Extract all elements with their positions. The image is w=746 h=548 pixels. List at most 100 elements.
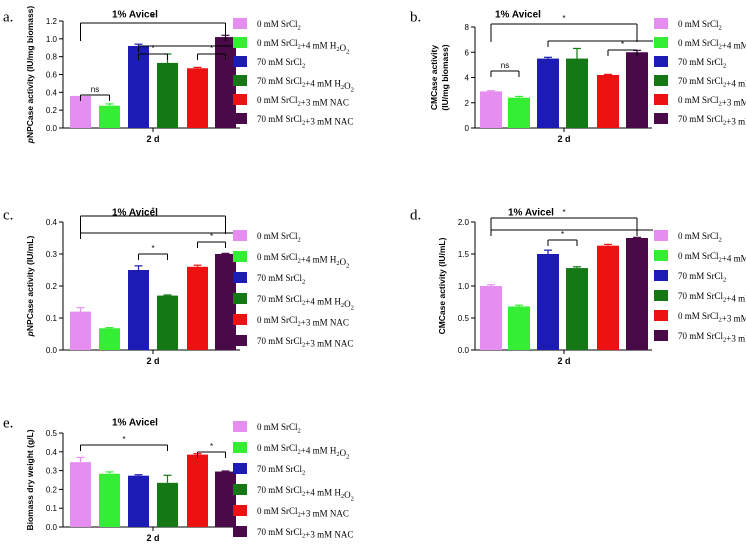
error-bar-5 [193, 66, 202, 69]
legend-swatch-2 [233, 37, 247, 48]
legend-swatch-3 [233, 463, 247, 474]
y-tick-label: 1.0 [46, 35, 58, 44]
error-bar-3 [134, 265, 143, 270]
legend-swatch-1 [654, 230, 668, 241]
legend-label-3: 70 mM SrCl2 [678, 57, 726, 70]
legend-text-part: +4 mM H [305, 79, 341, 89]
bar-5 [187, 454, 208, 527]
legend-label-6: 70 mM SrCl2+3 mM NAC [257, 336, 353, 349]
bar-2 [508, 97, 530, 128]
bar-6 [215, 37, 236, 128]
legend-subscript: 2 [298, 258, 301, 265]
y-tick-label: 0.3 [46, 467, 58, 476]
legend-text-part: 0 mM SrCl [257, 506, 298, 516]
legend-text-part: 70 mM SrCl [257, 57, 303, 67]
error-bar-6 [221, 470, 230, 472]
legend-label-4: 70 mM SrCl2+4 mM H2O2 [257, 485, 354, 503]
error-bar-1 [76, 307, 85, 312]
y-tick-label: 2 [465, 99, 470, 108]
error-bar-1 [76, 456, 85, 463]
legend-label-1: 0 mM SrCl2 [257, 19, 301, 32]
bar-4 [566, 58, 588, 128]
y-axis-label: CMCase activity (IU/mL) [437, 237, 447, 334]
y-tick-label: 0.0 [46, 523, 58, 532]
legend-text-part: 70 mM SrCl [678, 114, 724, 124]
y-axis-label: CMCase activity [429, 45, 439, 110]
y-tick-label: 0.1 [46, 314, 58, 323]
significance-bracket: * [80, 206, 226, 234]
y-axis-label-text: NPCase activity (IU/mL) [25, 236, 35, 332]
legend-text-part: 70 mM SrCl [257, 76, 303, 86]
y-axis-label-italic: p [25, 138, 35, 144]
significance-star: * [562, 14, 565, 23]
legend-label-3: 70 mM SrCl2 [257, 273, 305, 286]
legend-subscript: 2 [719, 257, 722, 264]
chart-title: 1% Avicel [508, 207, 554, 218]
legend-swatch-2 [654, 37, 668, 48]
legend-subscript: 2 [298, 101, 301, 108]
legend-text-part: +3 mM NAC [726, 117, 746, 127]
bar-3 [128, 270, 149, 350]
chart-title: 1% Avicel [112, 417, 158, 428]
legend-swatch-5 [654, 94, 668, 105]
legend-subscript: 2 [346, 49, 349, 56]
error-bar-6 [221, 252, 230, 254]
bar-3 [128, 45, 149, 128]
bar-3 [537, 58, 559, 128]
bar-3 [128, 475, 149, 527]
significance-bracket [490, 229, 653, 236]
legend-subscript: 2 [723, 297, 726, 304]
significance-star: * [151, 13, 154, 22]
legend-text-part: +3 mM NAC [301, 98, 349, 108]
legend-text-part: +3 mM NAC [305, 530, 353, 540]
significance-bracket [80, 232, 241, 239]
legend-text-part: +4 mM H [301, 446, 337, 456]
legend-text-part: +3 mM NAC [726, 334, 746, 344]
bar-1 [70, 311, 91, 350]
y-tick-label: 6 [465, 48, 470, 57]
legend-label-1: 0 mM SrCl2 [678, 19, 722, 32]
y-tick-label: 0.0 [46, 346, 58, 355]
legend-subscript: 2 [723, 63, 726, 70]
error-bar-5 [193, 264, 202, 267]
legend-label-5: 0 mM SrCl2+3 mM NAC [678, 95, 746, 108]
legend-text-part: 70 mM SrCl [678, 331, 724, 341]
legend-subscript: 2 [302, 63, 305, 70]
legend-label-3: 70 mM SrCl2 [257, 464, 305, 477]
chart-title: 1% Avicel [112, 9, 158, 20]
legend-subscript: 2 [723, 337, 726, 344]
significance-bracket: * [138, 44, 168, 60]
legend-label-1: 0 mM SrCl2 [257, 231, 301, 244]
y-tick-label: 0.0 [46, 124, 58, 133]
panel-letter: b. [410, 10, 421, 26]
bar-2 [508, 306, 530, 350]
y-axis-label: pNPCase activity (IU/mg biomass) [25, 6, 35, 145]
y-axis-label-text: CMCase activity [429, 45, 439, 110]
significance-star: * [621, 40, 624, 49]
y-axis-label: Biomass dry weight (g/L) [25, 429, 35, 530]
legend-text-part: +3 mM NAC [722, 314, 746, 324]
y-tick-label: 0.2 [46, 282, 58, 291]
legend-swatch-5 [233, 94, 247, 105]
legend-label-6: 70 mM SrCl2+3 mM NAC [678, 331, 746, 344]
legend-text-part: 0 mM SrCl [678, 95, 719, 105]
significance-star: * [151, 244, 154, 253]
legend-swatch-4 [654, 290, 668, 301]
legend-text-part: 0 mM SrCl [678, 231, 719, 241]
y-tick-label: 0.5 [458, 314, 470, 323]
legend-subscript: 2 [302, 120, 305, 127]
significance-bracket: * [197, 442, 226, 458]
y-tick-label: 0.5 [46, 429, 58, 438]
legend-label-5: 0 mM SrCl2+3 mM NAC [257, 506, 349, 519]
x-axis-label: 2 d [557, 134, 570, 144]
legend-text-part: 0 mM SrCl [257, 38, 298, 48]
legend-text-part: +3 mM NAC [301, 318, 349, 328]
legend-text-part: +4 mM H [726, 79, 746, 89]
chart-panel-4: d. 1% Avicel 0.0 0.5 1.0 1.5 2.0 CMCase activit… [410, 207, 746, 366]
legend-swatch-6 [233, 113, 247, 124]
legend-label-5: 0 mM SrCl2+3 mM NAC [257, 95, 349, 108]
legend-subscript: 2 [298, 237, 301, 244]
legend-label-1: 0 mM SrCl2 [678, 231, 722, 244]
significance-star: * [561, 230, 564, 239]
